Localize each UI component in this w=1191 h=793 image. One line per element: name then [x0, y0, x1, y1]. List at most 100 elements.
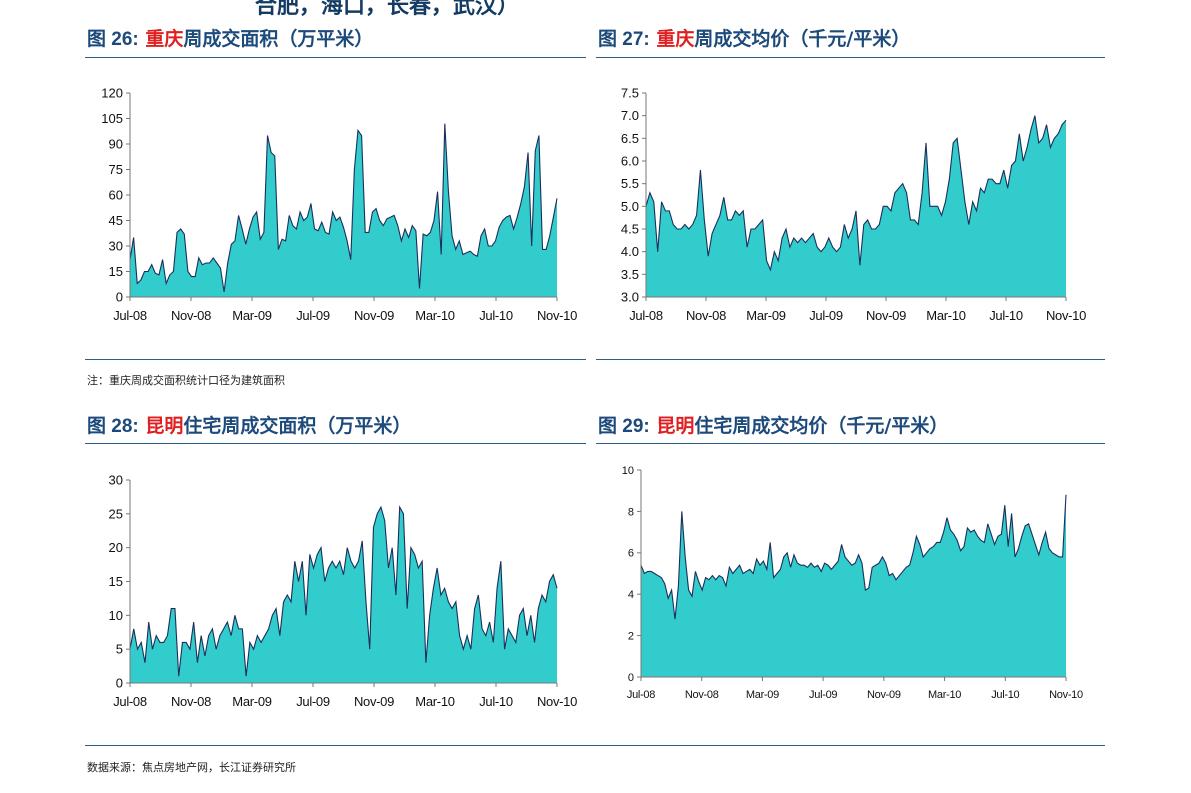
title-divider	[85, 57, 586, 58]
source-note: 数据来源：焦点房地产网，长江证券研究所	[87, 761, 296, 774]
bottom-divider	[596, 359, 1105, 360]
figure-subject: 周成交面积（万平米）	[183, 28, 374, 50]
series-line	[129, 505, 558, 677]
y-tick-label: 6.5	[621, 131, 639, 146]
y-tick-label: 75	[109, 162, 123, 177]
x-tick-label: Jul-08	[627, 689, 655, 701]
x-tick-label: Jul-10	[991, 689, 1019, 701]
y-tick-label: 90	[109, 137, 123, 152]
x-tick-label: Nov-10	[537, 694, 577, 709]
x-tick-label: Mar-10	[928, 689, 961, 701]
x-tick-label: Nov-09	[354, 308, 394, 323]
x-tick-label: Mar-09	[232, 694, 271, 709]
y-tick-label: 15	[109, 264, 123, 279]
y-tick-label: 3.5	[621, 267, 639, 282]
y-tick-label: 120	[101, 86, 123, 101]
y-tick-label: 4.0	[621, 244, 639, 259]
x-tick-label: Jul-08	[113, 694, 147, 709]
y-tick-label: 6.0	[621, 154, 639, 169]
y-tick-label: 5.0	[621, 199, 639, 214]
y-tick-label: 0	[116, 290, 123, 305]
y-tick-label: 20	[109, 540, 123, 555]
figure-28-title: 图 28: 昆明住宅周成交面积（万平米）	[87, 411, 411, 438]
x-tick-label: Jul-08	[113, 308, 147, 323]
y-tick-label: 0	[628, 672, 634, 684]
chart-kunming-price: 0 2 4 6 8 10 Jul-08 Nov-08 Mar-09 Jul-09 Nov-09 Mar…	[596, 455, 1104, 715]
source-divider	[85, 745, 1105, 746]
figure-subject: 住宅周成交面积（万平米）	[183, 415, 412, 437]
y-tick-label: 45	[109, 213, 123, 228]
area-fill	[641, 494, 1066, 677]
x-tick-label: Nov-09	[866, 308, 906, 323]
y-tick-label: 30	[109, 239, 123, 254]
figure-label: 图 29:	[598, 416, 650, 437]
figure-label: 图 26:	[87, 29, 139, 50]
y-tick-label: 4	[628, 589, 634, 601]
area-fill	[130, 507, 557, 683]
y-tick-label: 15	[109, 574, 123, 589]
y-tick-label: 30	[109, 473, 123, 488]
figure-city: 昆明	[145, 415, 184, 437]
footnote: 注：重庆周成交面积统计口径为建筑面积	[87, 374, 285, 387]
chart-kunming-area: 0 5 10 15 20 25 30 Jul-08 Nov-08 Mar-09 Jul-09 Nov-…	[85, 460, 585, 720]
figure-city: 重庆	[656, 28, 695, 50]
x-tick-label: Jul-09	[296, 308, 330, 323]
x-tick-label: Jul-10	[479, 308, 513, 323]
bottom-divider	[85, 359, 586, 360]
figure-29-title: 图 29: 昆明住宅周成交均价（千元/平米）	[598, 411, 948, 438]
title-divider	[596, 57, 1105, 58]
series-line	[640, 494, 1067, 620]
x-tick-label: Mar-10	[415, 694, 454, 709]
y-tick-label: 7.0	[621, 108, 639, 123]
chart-chongqing-area: 0 15 30 45 60 75 90 105 120 Jul-08 Nov-08 Mar-09 Jul…	[85, 75, 585, 340]
series-line	[129, 123, 558, 292]
y-tick-label: 10	[622, 465, 634, 477]
y-tick-label: 6	[628, 548, 634, 560]
chart-svg: 0 5 10 15 20 25 30 Jul-08 Nov-08 Mar-09 Jul-09 Nov-…	[109, 473, 578, 709]
figure-label: 图 27:	[598, 29, 650, 50]
y-tick-label: 2	[628, 630, 634, 642]
y-tick-label: 5	[116, 642, 123, 657]
y-tick-label: 3.0	[621, 290, 639, 305]
x-tick-label: Mar-10	[926, 308, 965, 323]
x-tick-label: Nov-09	[354, 694, 394, 709]
y-tick-label: 60	[109, 188, 123, 203]
area-fill	[130, 123, 557, 297]
y-tick-label: 10	[109, 608, 123, 623]
x-tick-label: Jul-10	[479, 694, 513, 709]
x-tick-label: Mar-09	[232, 308, 271, 323]
x-tick-label: Nov-09	[867, 689, 901, 701]
x-tick-label: Jul-09	[296, 694, 330, 709]
x-tick-label: Jul-08	[629, 308, 663, 323]
x-tick-label: Nov-08	[685, 689, 719, 701]
y-tick-label: 4.5	[621, 222, 639, 237]
chart-svg: 0 2 4 6 8 10 Jul-08 Nov-08 Mar-09 Jul-09 Nov-09 Mar…	[622, 465, 1084, 701]
x-tick-label: Mar-09	[746, 308, 785, 323]
header-fragment: 合肥，海口，长春，武汉）	[255, 0, 520, 19]
chart-chongqing-price: 3.0 3.5 4.0 4.5 5.0 5.5 6.0 6.5 7.0 7.5 Jul-08 Nov-…	[596, 75, 1104, 340]
y-tick-label: 5.5	[621, 176, 639, 191]
figure-city: 重庆	[145, 28, 184, 50]
x-tick-label: Jul-09	[809, 308, 843, 323]
series-line	[645, 115, 1067, 272]
x-tick-label: Mar-09	[746, 689, 779, 701]
title-divider	[85, 443, 586, 444]
y-tick-label: 8	[628, 506, 634, 518]
figure-27-title: 图 27: 重庆周成交均价（千元/平米）	[598, 24, 910, 51]
chart-svg: 3.0 3.5 4.0 4.5 5.0 5.5 6.0 6.5 7.0 7.5 Jul-08 Nov-…	[621, 86, 1087, 323]
y-tick-label: 7.5	[621, 86, 639, 101]
x-tick-label: Nov-10	[537, 308, 577, 323]
y-tick-label: 25	[109, 506, 123, 521]
figure-subject: 周成交均价（千元/平米）	[694, 28, 911, 50]
figure-subject: 住宅周成交均价（千元/平米）	[694, 415, 949, 437]
x-tick-label: Nov-08	[686, 308, 726, 323]
x-tick-label: Jul-09	[809, 689, 837, 701]
y-tick-label: 105	[101, 111, 123, 126]
figure-26-title: 图 26: 重庆周成交面积（万平米）	[87, 24, 373, 51]
y-tick-label: 0	[116, 676, 123, 691]
title-divider	[596, 443, 1105, 444]
x-tick-label: Nov-08	[171, 308, 211, 323]
chart-svg: 0 15 30 45 60 75 90 105 120 Jul-08 Nov-08 Mar-09 Jul…	[101, 86, 577, 323]
x-tick-label: Mar-10	[415, 308, 454, 323]
x-tick-label: Jul-10	[989, 308, 1023, 323]
